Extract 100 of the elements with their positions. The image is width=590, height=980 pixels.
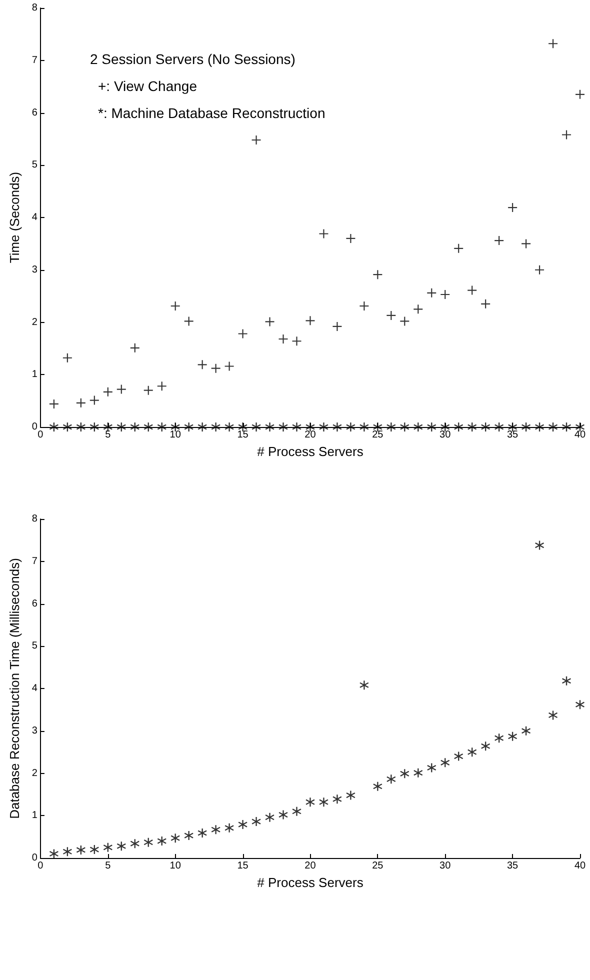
point — [103, 387, 112, 396]
point — [414, 304, 423, 314]
point — [103, 422, 112, 432]
point — [427, 422, 436, 432]
point — [508, 203, 518, 212]
point — [278, 810, 288, 820]
point — [49, 849, 58, 858]
point — [76, 845, 86, 854]
point — [90, 422, 99, 432]
point — [332, 794, 342, 804]
point — [548, 39, 558, 48]
point — [144, 422, 153, 432]
point — [49, 422, 58, 432]
point — [373, 270, 382, 280]
y-axis-title: Database Reconstruction Time (Milliseconds) — [7, 558, 22, 819]
point — [292, 336, 302, 346]
x-tick-label: 35 — [506, 860, 519, 872]
point — [535, 540, 544, 550]
y-tick-label: 1 — [32, 810, 38, 822]
point — [400, 422, 410, 432]
point — [184, 422, 194, 432]
point — [198, 360, 207, 370]
point — [535, 265, 544, 274]
point — [427, 288, 436, 298]
y-tick-label: 3 — [32, 725, 38, 736]
point — [481, 299, 490, 308]
x-tick-label: 30 — [440, 860, 452, 872]
point — [400, 316, 410, 326]
point — [292, 806, 302, 816]
x-tick-label: 20 — [304, 430, 316, 440]
point — [103, 842, 112, 852]
annotation: *: Machine Database Reconstruction — [98, 105, 326, 121]
x-tick-label: 20 — [304, 860, 316, 872]
point — [386, 310, 396, 320]
point — [306, 316, 315, 326]
point — [346, 790, 356, 800]
point — [386, 422, 396, 432]
point — [62, 422, 72, 432]
x-tick-label: 10 — [170, 430, 182, 440]
point — [360, 680, 369, 690]
point — [292, 422, 302, 432]
point — [184, 316, 194, 326]
x-tick-label: 5 — [105, 430, 112, 440]
point — [278, 422, 288, 432]
point — [252, 817, 261, 826]
point — [198, 828, 207, 838]
point — [373, 782, 382, 791]
point — [116, 384, 126, 394]
y-tick-label: 7 — [32, 556, 38, 567]
point — [494, 236, 504, 246]
point — [157, 836, 166, 846]
annotation: +: View Change — [98, 78, 198, 94]
point — [522, 422, 531, 432]
y-tick-label: 8 — [32, 2, 38, 14]
point — [90, 396, 99, 405]
point — [494, 422, 504, 432]
point — [116, 842, 126, 851]
point — [130, 422, 140, 432]
point — [332, 422, 342, 432]
point — [562, 130, 572, 140]
point — [440, 758, 450, 768]
point — [130, 343, 140, 352]
point — [562, 676, 572, 686]
point — [224, 823, 234, 832]
y-tick-label: 6 — [32, 107, 38, 118]
point — [319, 229, 328, 238]
x-tick-label: 30 — [440, 430, 452, 440]
point — [238, 329, 248, 338]
point — [468, 286, 477, 295]
point — [278, 334, 288, 344]
y-tick-label: 7 — [32, 54, 38, 66]
point — [427, 763, 436, 772]
point — [576, 90, 584, 99]
point — [360, 422, 369, 432]
point — [454, 752, 464, 761]
point — [49, 399, 58, 408]
x-tick-label: 25 — [372, 430, 384, 440]
point — [454, 244, 464, 253]
point — [170, 834, 180, 843]
x-tick-label: 15 — [237, 430, 249, 440]
point — [332, 322, 342, 331]
y-tick-label: 1 — [32, 369, 38, 380]
point — [198, 422, 207, 432]
y-tick-label: 4 — [32, 212, 38, 223]
point — [468, 422, 477, 432]
point — [468, 748, 477, 757]
point — [90, 845, 99, 854]
point — [76, 398, 86, 408]
point — [130, 839, 140, 848]
point — [144, 838, 153, 847]
point — [481, 742, 490, 751]
x-tick-label: 40 — [574, 430, 586, 440]
point — [440, 290, 450, 299]
point — [535, 422, 544, 432]
point — [252, 422, 261, 432]
point — [224, 422, 234, 432]
x-tick-label: 35 — [506, 430, 519, 440]
point — [548, 710, 558, 720]
point — [346, 234, 356, 243]
point — [454, 422, 464, 432]
